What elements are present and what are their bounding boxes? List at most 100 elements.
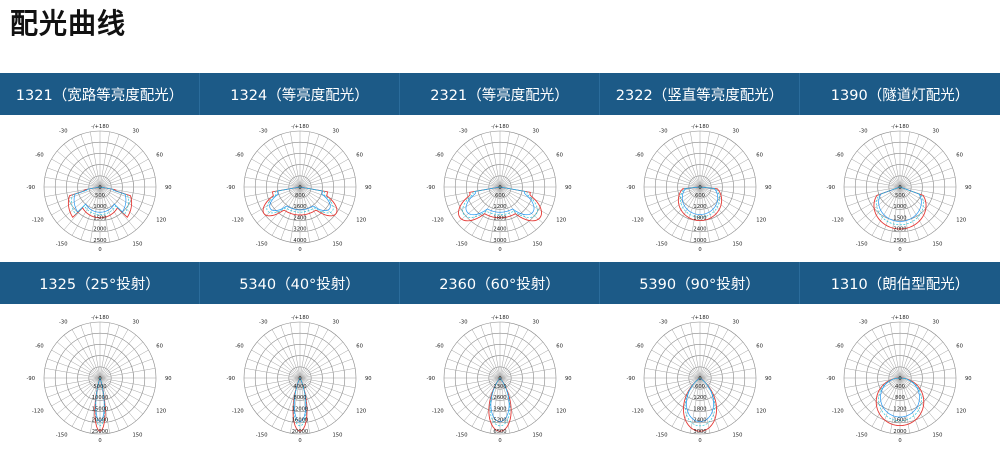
angle-label: -90 xyxy=(227,185,235,191)
radius-label: 1200 xyxy=(693,395,706,401)
grid-spoke xyxy=(699,186,710,243)
radius-label: 16000 xyxy=(292,418,309,424)
angle-label-0: 0 xyxy=(498,438,501,444)
angle-label-0: 0 xyxy=(498,247,501,253)
grid-spoke xyxy=(299,377,356,388)
radius-label: 3200 xyxy=(293,227,306,233)
grid-spoke xyxy=(699,377,749,407)
angle-label: 30 xyxy=(133,320,140,326)
c45-curve xyxy=(680,186,720,218)
grid-spoke xyxy=(99,377,120,431)
grid-spoke xyxy=(699,377,720,431)
angle-label: -90 xyxy=(27,376,35,382)
angle-label: 60 xyxy=(756,153,763,159)
grid-spoke xyxy=(880,325,901,379)
angle-label: -30 xyxy=(859,129,867,135)
panel-label-1324: 1324（等亮度配光） xyxy=(200,73,400,115)
angle-label-0: 0 xyxy=(98,438,101,444)
grid-spoke xyxy=(299,329,329,379)
angle-label: -150 xyxy=(56,241,68,247)
c90-curve xyxy=(880,377,920,418)
grid-spoke xyxy=(99,377,137,422)
grid-spoke xyxy=(899,131,910,188)
grid-spoke xyxy=(299,368,356,379)
radius-label: 1000 xyxy=(93,204,106,210)
grid-spoke xyxy=(80,134,101,188)
radius-label: 2500 xyxy=(93,238,106,244)
radius-label: 10000 xyxy=(92,395,109,401)
panel-label-1321: 1321（宽路等亮度配光） xyxy=(0,73,200,115)
angle-label-180: -/+180 xyxy=(691,315,709,321)
angle-label: 150 xyxy=(733,241,743,247)
radius-label: 1200 xyxy=(493,204,506,210)
grid-spoke xyxy=(263,334,301,379)
angle-label: -30 xyxy=(259,129,267,135)
grid-spoke xyxy=(99,349,149,379)
c0-curve xyxy=(262,186,338,217)
angle-label: 120 xyxy=(956,409,966,415)
grid-spoke xyxy=(99,334,137,379)
polar-panel: -/+180 -150 150 -120 120 -90 90 -60 60 -30 30 0 0 400… xyxy=(800,305,1000,455)
angle-label: -120 xyxy=(32,218,44,224)
grid-spoke xyxy=(699,131,710,188)
grid-spoke xyxy=(871,329,901,379)
angle-label: -120 xyxy=(432,409,444,415)
grid-spoke xyxy=(299,334,337,379)
angle-label-180: -/+180 xyxy=(291,315,309,321)
c45-curve xyxy=(878,377,922,422)
grid-spoke xyxy=(644,186,701,197)
radius-label: 1300 xyxy=(493,384,506,390)
grid-spoke xyxy=(844,186,901,197)
grid-spoke xyxy=(699,358,753,379)
grid-spoke xyxy=(290,377,301,434)
grid-spoke xyxy=(499,368,556,379)
c90-curve xyxy=(465,186,535,216)
grid-spoke xyxy=(499,143,537,188)
grid-spoke xyxy=(699,186,737,231)
angle-label: -120 xyxy=(632,218,644,224)
grid-spoke xyxy=(880,134,901,188)
grid-spoke xyxy=(499,377,544,415)
grid-spoke xyxy=(44,177,101,188)
grid-spoke xyxy=(99,329,129,379)
grid-spoke xyxy=(499,325,520,379)
grid-spoke xyxy=(99,150,144,188)
grid-spoke xyxy=(456,186,501,224)
grid-spoke xyxy=(99,377,144,415)
grid-spoke xyxy=(899,322,910,379)
grid-spoke xyxy=(456,341,501,379)
grid-spoke xyxy=(299,377,337,422)
c0-curve xyxy=(873,186,927,230)
polar-diagram: -/+180 -150 150 -120 120 -90 90 -60 60 -30 30 0 0 500… xyxy=(27,315,172,444)
grid-spoke xyxy=(290,322,301,379)
radius-label: 3000 xyxy=(693,238,706,244)
grid-spoke xyxy=(90,322,101,379)
radius-label: 1000 xyxy=(893,204,906,210)
angle-label: 150 xyxy=(333,432,343,438)
grid-spoke xyxy=(699,167,753,188)
angle-label: -90 xyxy=(627,376,635,382)
grid-spoke xyxy=(899,143,937,188)
angle-label: 90 xyxy=(965,376,972,382)
grid-spoke xyxy=(80,325,101,379)
angle-label: 60 xyxy=(156,344,163,350)
angle-label: -120 xyxy=(232,218,244,224)
angle-label: 90 xyxy=(765,185,772,191)
grid-spoke xyxy=(899,368,956,379)
grid-spoke xyxy=(899,186,937,231)
grid-spoke xyxy=(280,134,301,188)
grid-spoke xyxy=(271,138,301,188)
angle-label: 150 xyxy=(933,241,943,247)
grid-spoke xyxy=(290,131,301,188)
grid-spoke xyxy=(851,377,901,407)
grid-spoke xyxy=(899,341,944,379)
grid-spoke xyxy=(647,186,701,207)
center-label: 0 xyxy=(698,185,701,191)
grid-spoke xyxy=(99,186,149,216)
polar-panel: -/+180 -150 150 -120 120 -90 90 -60 60 -30 30 0 0 800… xyxy=(200,116,400,262)
angle-label: 90 xyxy=(365,185,372,191)
grid-spoke xyxy=(844,177,901,188)
grid-spoke xyxy=(699,186,753,207)
grid-spoke xyxy=(899,349,949,379)
angle-label: -60 xyxy=(635,344,643,350)
